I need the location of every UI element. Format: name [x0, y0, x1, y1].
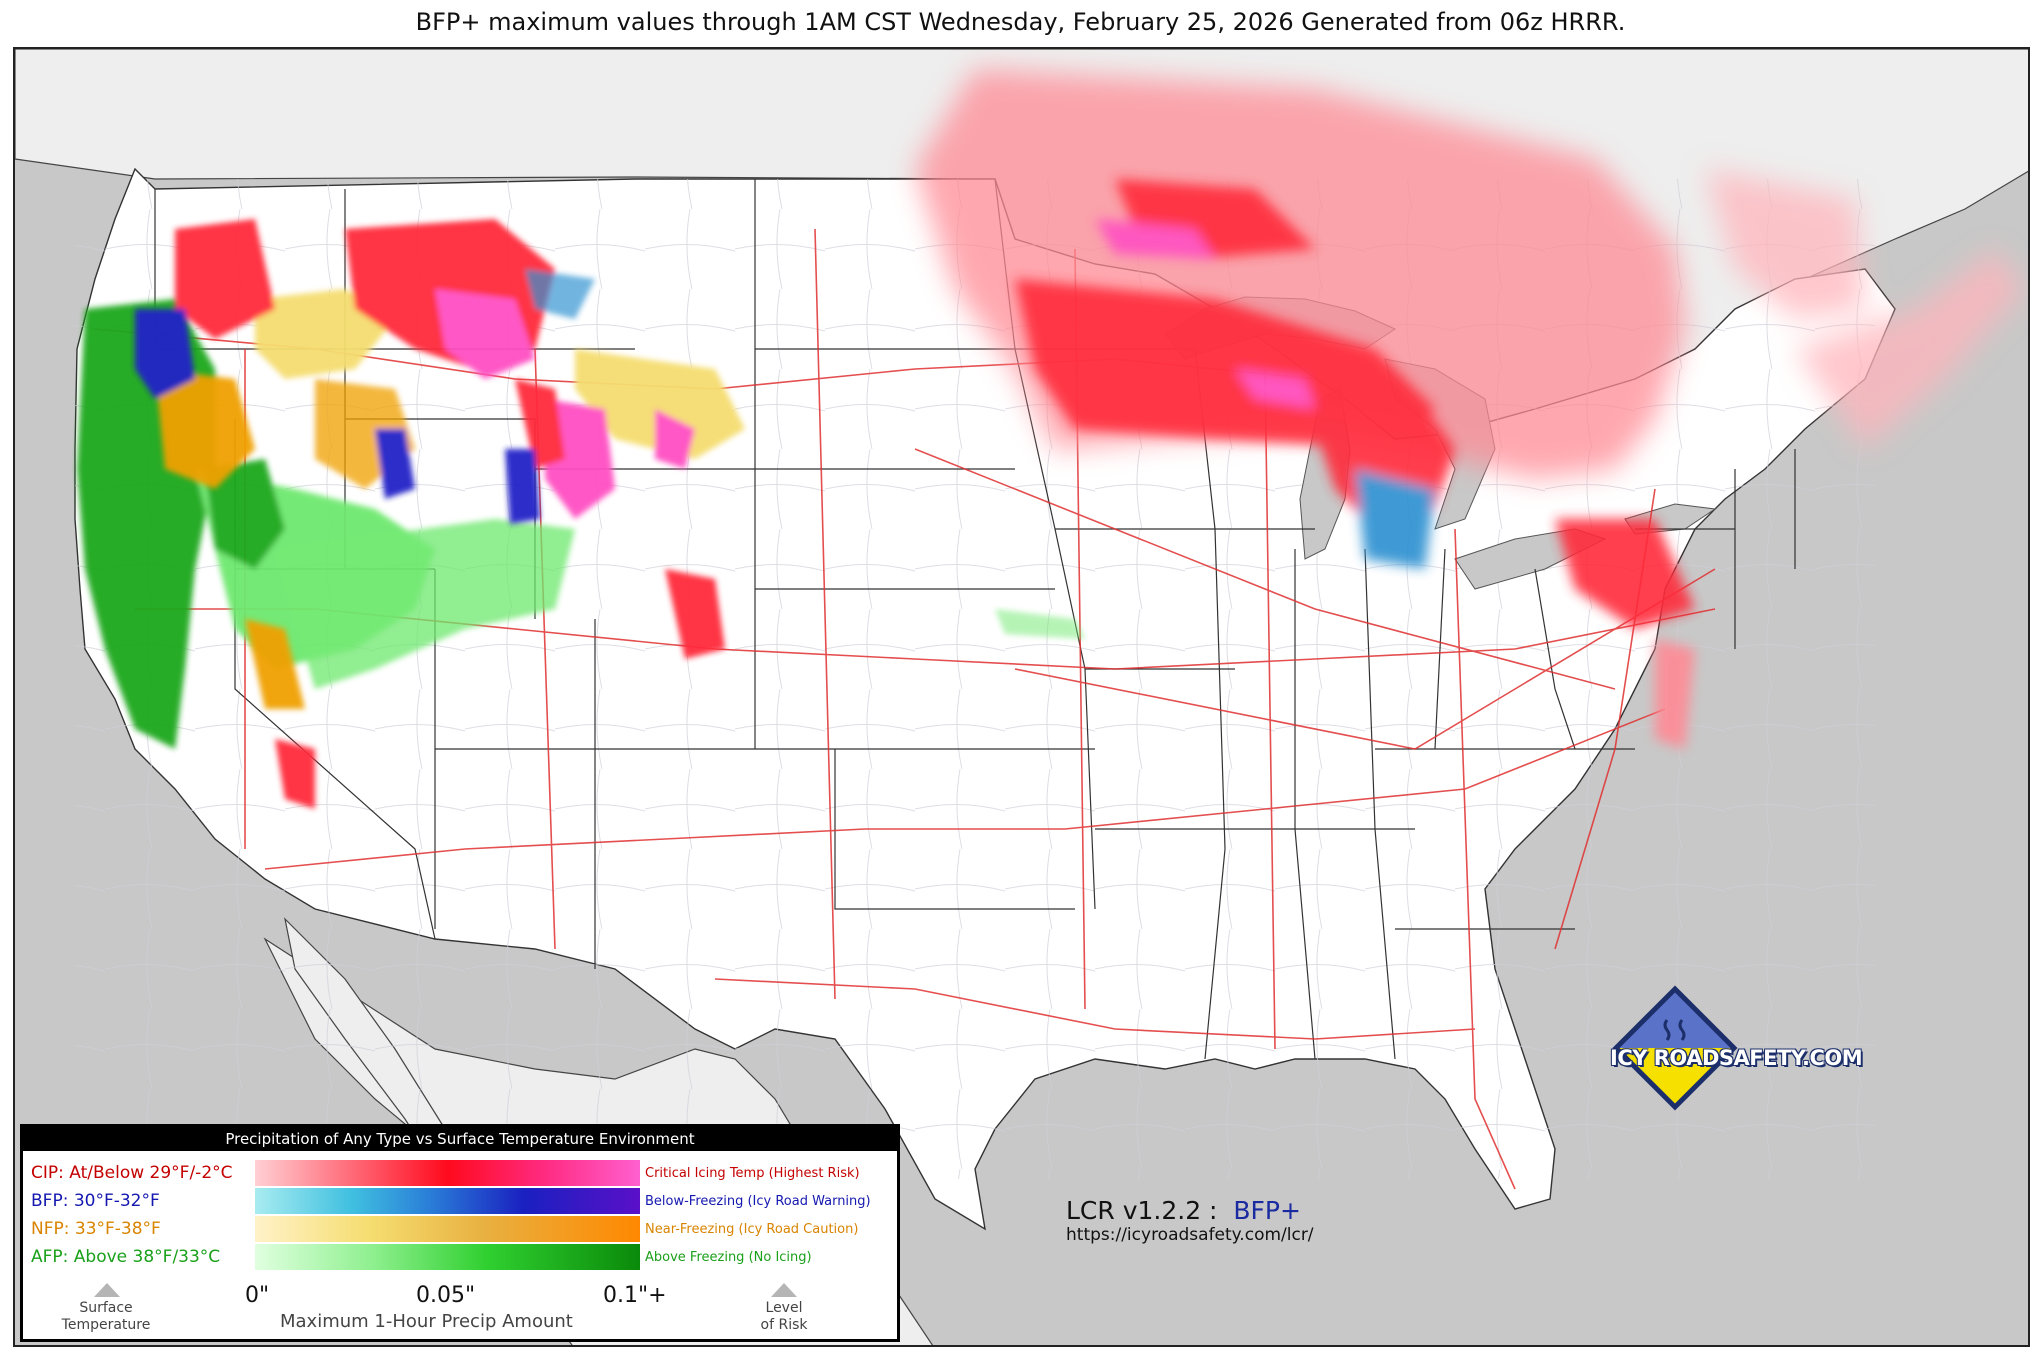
- map-canvas: [15, 49, 2028, 1345]
- legend-label-bfp: BFP: 30°F-32°F: [31, 1191, 160, 1211]
- map-frame: [13, 47, 2030, 1347]
- risk-level-caption: Level of Risk: [760, 1300, 808, 1333]
- legend-panel: Precipitation of Any Type vs Surface Tem…: [20, 1124, 900, 1342]
- state-lines: [154, 178, 1796, 1060]
- legend-header: Precipitation of Any Type vs Surface Tem…: [23, 1127, 897, 1151]
- legend-row-bfp: BFP: 30°F-32°F Below-Freezing (Icy Road …: [23, 1188, 897, 1214]
- legend-bar-nfp: [255, 1216, 640, 1242]
- version-label: LCR v1.2.2 : BFP+: [1066, 1196, 1301, 1225]
- product-name: BFP+: [1233, 1196, 1301, 1225]
- legend-row-cip: CIP: At/Below 29°F/-2°C Critical Icing T…: [23, 1160, 897, 1186]
- legend-label-cip: CIP: At/Below 29°F/-2°C: [31, 1163, 233, 1183]
- legend-risk-nfp: Near-Freezing (Icy Road Caution): [645, 1222, 859, 1237]
- tick-label-1: 0.05": [416, 1283, 476, 1308]
- logo-wordmark: ICY ROADSAFETY.COM: [1610, 1046, 1863, 1070]
- tick-label-0: 0": [245, 1283, 270, 1308]
- legend-bar-cip: [255, 1160, 640, 1186]
- map-title: BFP+ maximum values through 1AM CST Wedn…: [415, 8, 1626, 36]
- tick-label-2: 0.1"+: [603, 1283, 667, 1308]
- legend-risk-cip: Critical Icing Temp (Highest Risk): [645, 1166, 860, 1181]
- legend-risk-bfp: Below-Freezing (Icy Road Warning): [645, 1194, 871, 1209]
- legend-risk-afp: Above Freezing (No Icing): [645, 1250, 812, 1265]
- icy-road-safety-logo: [1612, 985, 1738, 1111]
- risk-level-arrow-icon: [771, 1283, 797, 1297]
- legend-axis-title: Maximum 1-Hour Precip Amount: [280, 1311, 573, 1332]
- legend-row-afp: AFP: Above 38°F/33°C Above Freezing (No …: [23, 1244, 897, 1270]
- legend-bar-afp: [255, 1244, 640, 1270]
- legend-bar-bfp: [255, 1188, 640, 1214]
- surface-temp-arrow-icon: [94, 1283, 120, 1297]
- legend-label-nfp: NFP: 33°F-38°F: [31, 1219, 161, 1239]
- precip-overlays: [77, 69, 2025, 809]
- legend-label-afp: AFP: Above 38°F/33°C: [31, 1247, 221, 1267]
- legend-row-nfp: NFP: 33°F-38°F Near-Freezing (Icy Road C…: [23, 1216, 897, 1242]
- surface-temp-caption: Surface Temperature: [61, 1300, 151, 1333]
- source-url: https://icyroadsafety.com/lcr/: [1066, 1225, 1314, 1245]
